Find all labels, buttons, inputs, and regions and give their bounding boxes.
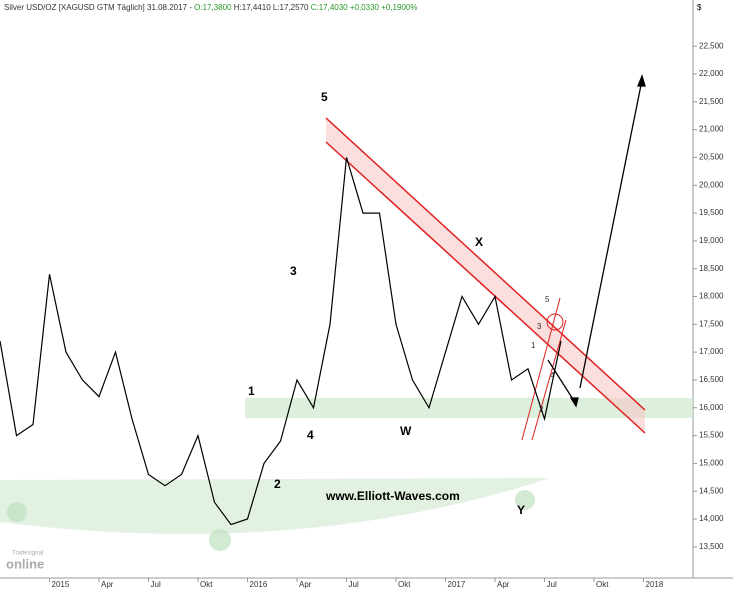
header-part: +0,1900% — [379, 3, 417, 12]
header-part: H:17,4410 — [232, 3, 272, 12]
x-tick-label: Jul — [547, 580, 557, 589]
y-tick-label: 21,000 — [699, 125, 724, 134]
y-tick-label: 16,500 — [699, 375, 724, 384]
highlight — [209, 529, 231, 551]
wave-label: 5 — [545, 295, 550, 304]
y-tick-label: 19,500 — [699, 208, 724, 217]
trend-line — [531, 319, 567, 441]
wave-label: W — [400, 424, 412, 438]
logo: Tradesignal — [12, 551, 43, 557]
x-tick-label: 2017 — [448, 580, 466, 589]
x-tick-label: Jul — [349, 580, 359, 589]
wave-label: 4 — [307, 428, 314, 442]
y-tick-label: 19,000 — [699, 236, 724, 245]
highlight — [546, 313, 564, 331]
y-tick-label: 15,500 — [699, 431, 724, 440]
arrows — [547, 74, 646, 408]
x-tick-label: Jul — [151, 580, 161, 589]
y-tick-label: 21,500 — [699, 97, 724, 106]
support-band — [245, 398, 693, 418]
wave-label: 3 — [290, 264, 297, 278]
y-tick-label: 18,500 — [699, 264, 724, 273]
wave-label: 2 — [274, 477, 281, 491]
y-tick-label: 14,000 — [699, 514, 724, 523]
x-tick-label: Okt — [398, 580, 411, 589]
y-tick-label: 22,000 — [699, 69, 724, 78]
y-unit: $ — [697, 3, 702, 12]
y-tick-label: 20,500 — [699, 153, 724, 162]
highlight — [515, 490, 535, 510]
wave-label: 1 — [531, 341, 536, 350]
x-tick-label: 2016 — [250, 580, 268, 589]
wave-label: 3 — [537, 322, 542, 331]
wave-label: 1 — [248, 384, 255, 398]
x-tick-label: Apr — [101, 580, 114, 589]
x-tick-label: Okt — [200, 580, 213, 589]
header-part: +0,0330 — [348, 3, 380, 12]
x-tick-label: 2015 — [52, 580, 70, 589]
header: Silver USD/OZ [XAGUSD GTM Täglich] 31.08… — [4, 3, 417, 12]
x-tick-label: Apr — [497, 580, 510, 589]
y-tick-label: 17,000 — [699, 347, 724, 356]
header-part: O:17,3800 — [194, 3, 232, 12]
y-tick-label: 22,500 — [699, 41, 724, 50]
y-tick-label: 18,000 — [699, 292, 724, 301]
resistance-channel — [326, 118, 645, 433]
y-tick-label: 16,000 — [699, 403, 724, 412]
header-part: C:17,4030 — [308, 3, 348, 12]
y-tick-label: 17,500 — [699, 319, 724, 328]
y-tick-label: 15,000 — [699, 459, 724, 468]
y-tick-label: 14,500 — [699, 486, 724, 495]
trend-line — [325, 117, 646, 411]
trend-line — [521, 297, 561, 441]
wave-label: X — [475, 235, 483, 249]
header-part: L:17,2570 — [271, 3, 309, 12]
x-tick-label: Apr — [299, 580, 312, 589]
wave-label: 4 — [550, 371, 555, 380]
price-line — [0, 157, 562, 526]
watermark: www.Elliott-Waves.com — [325, 489, 460, 503]
logo: online — [6, 556, 44, 571]
x-tick-label: 2018 — [646, 580, 664, 589]
x-tick-label: Okt — [596, 580, 609, 589]
highlight — [7, 502, 27, 522]
wave-label: 5 — [321, 90, 328, 104]
header-part: Silver USD/OZ [XAGUSD GTM Täglich] 31.08… — [4, 3, 194, 12]
support-arc — [0, 478, 550, 535]
trend-line — [325, 141, 646, 434]
y-tick-label: 20,000 — [699, 180, 724, 189]
y-tick-label: 13,500 — [699, 542, 724, 551]
wave-label: Y — [517, 503, 525, 517]
